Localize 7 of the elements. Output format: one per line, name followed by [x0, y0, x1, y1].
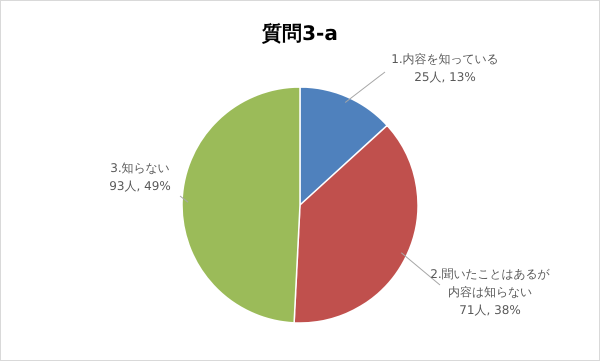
- slice-label: 3.知らない: [110, 161, 170, 175]
- chart-title: 質問3-a: [261, 21, 338, 45]
- data-label: 71人, 38%: [459, 303, 521, 317]
- data-label: 93人, 49%: [109, 179, 171, 193]
- slice-label: 1.内容を知っている: [391, 52, 499, 66]
- data-label: 25人, 13%: [414, 70, 476, 84]
- slice-label: 2.聞いたことはあるが内容は知らない: [430, 267, 551, 299]
